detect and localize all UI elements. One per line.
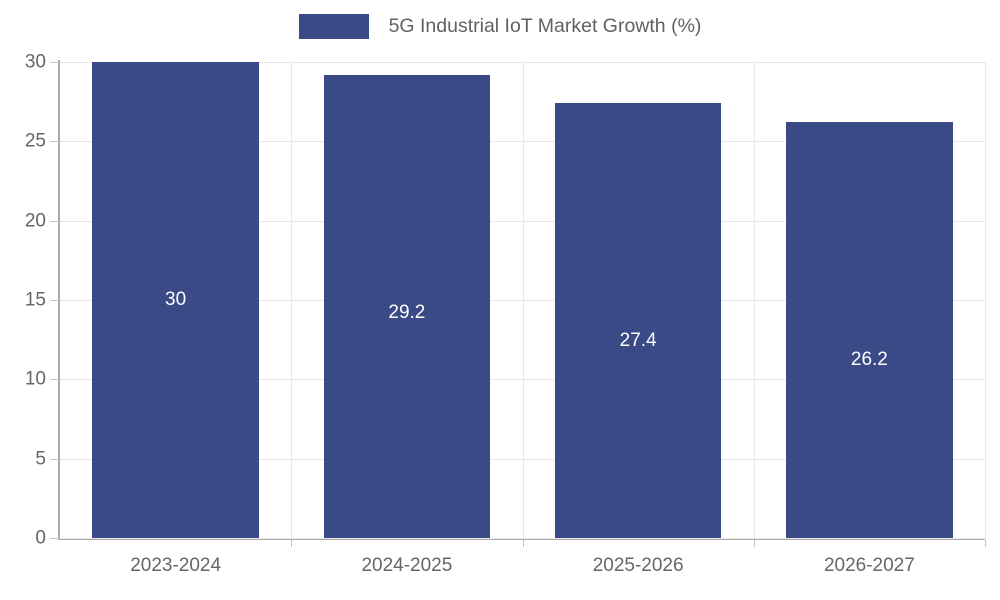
y-axis-tick-mark <box>50 458 59 460</box>
x-axis-spine <box>58 538 985 540</box>
gridline-horizontal <box>60 538 985 539</box>
y-axis-tick-label: 20 <box>24 210 46 232</box>
y-axis-tick-mark <box>50 538 59 539</box>
gridline-vertical <box>291 62 292 538</box>
gridline-horizontal <box>60 141 985 143</box>
gridline-vertical <box>523 62 524 538</box>
gridline-horizontal <box>60 220 985 222</box>
x-axis-tick-mark <box>754 540 755 547</box>
legend-swatch-series-1 <box>298 14 369 39</box>
x-axis-tick-mark <box>985 540 986 547</box>
gridline-horizontal <box>60 62 985 63</box>
bar[interactable] <box>323 74 491 538</box>
x-axis-tick-label: 2023-2024 <box>130 555 222 576</box>
x-axis-tick-label: 2025-2026 <box>592 555 684 576</box>
gridline-horizontal <box>60 458 985 460</box>
y-axis-tick-mark <box>50 62 59 63</box>
plot-area: 30 29.2 27.4 26.2 <box>60 62 986 539</box>
bar[interactable] <box>92 62 259 538</box>
chart-legend: 5G Industrial IoT Market Growth (%) <box>0 14 1000 39</box>
y-axis-tick-label: 10 <box>24 368 46 390</box>
y-axis-tick-label: 0 <box>35 527 46 549</box>
gridline-vertical <box>985 62 986 538</box>
x-axis-tick-mark <box>291 540 292 547</box>
y-axis-spine <box>58 60 60 540</box>
gridline-horizontal <box>60 300 985 301</box>
gridline-vertical <box>754 62 755 538</box>
gridline-horizontal <box>60 379 985 381</box>
x-axis-tick-label: 2024-2025 <box>361 555 453 576</box>
y-axis-tick-label: 5 <box>35 448 46 470</box>
x-axis-tick-label: 2026-2027 <box>823 555 915 576</box>
bar-value-label: 26.2 <box>850 349 888 371</box>
bar[interactable] <box>786 122 953 538</box>
y-axis-tick-label: 15 <box>24 289 46 311</box>
x-axis-tick-mark <box>523 540 524 547</box>
bar-value-label: 30 <box>165 289 187 310</box>
y-axis-tick-label: 25 <box>24 130 46 152</box>
bar-value-label: 27.4 <box>619 330 657 352</box>
y-axis-tick-mark <box>50 141 59 143</box>
y-axis-tick-mark <box>50 220 59 222</box>
y-axis-tick-mark <box>50 379 59 381</box>
y-axis-tick-label: 30 <box>24 51 46 73</box>
y-axis-tick-mark <box>50 300 59 301</box>
legend-label-series-1: 5G Industrial IoT Market Growth (%) <box>388 14 702 37</box>
bar-value-label: 29.2 <box>388 301 426 323</box>
bar[interactable] <box>554 103 722 538</box>
